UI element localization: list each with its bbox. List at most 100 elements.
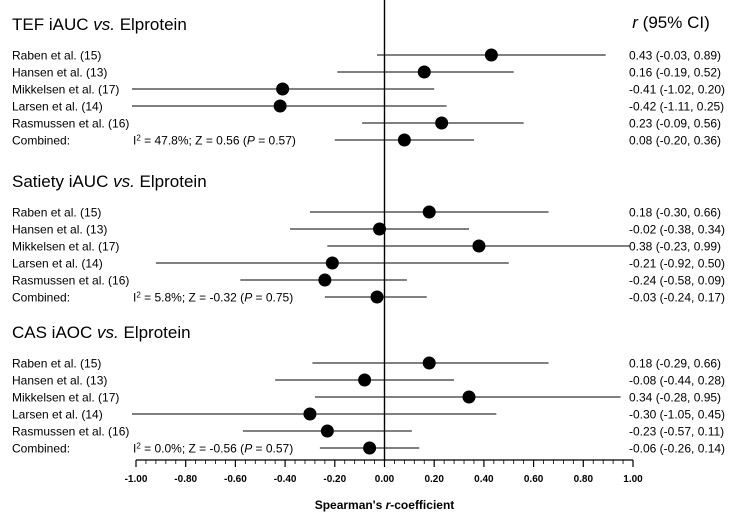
- study-label: Raben et al. (15): [12, 357, 101, 371]
- ci-value-label: -0.42 (-1.11, 0.25): [629, 100, 724, 114]
- ci-value-label: -0.03 (-0.24, 0.17): [629, 291, 725, 305]
- study-label: Hansen et al. (13): [12, 223, 107, 237]
- panel-title-outcome: CAS iAOC: [12, 323, 97, 342]
- x-axis-title-symbol: r: [386, 498, 392, 512]
- stat-values: = 47.8%; Z = 0.56 (: [141, 134, 247, 148]
- p-symbol: P: [247, 134, 255, 148]
- point-estimate-marker: [370, 290, 384, 304]
- combined-label: Combined:: [12, 134, 70, 148]
- p-value: = 0.57): [252, 442, 293, 456]
- x-axis-tick-label: -0.40: [274, 474, 297, 485]
- ci-value-label: -0.06 (-0.26, 0.14): [629, 442, 725, 456]
- study-label: Larsen et al. (14): [12, 257, 103, 271]
- ci-value-label: -0.02 (-0.38, 0.34): [629, 223, 725, 237]
- ci-value-label: 0.16 (-0.19, 0.52): [629, 66, 721, 80]
- study-label: Larsen et al. (14): [12, 100, 103, 114]
- study-label: Rasmussen et al. (16): [12, 117, 129, 131]
- point-estimate-marker: [397, 133, 411, 147]
- panel-title: CAS iAOC vs. Elprotein: [12, 323, 191, 342]
- ci-value-label: -0.41 (-1.02, 0.20): [629, 83, 725, 97]
- point-estimate-marker: [325, 256, 339, 270]
- i2-superscript: 2: [136, 441, 141, 450]
- panel-title-vs: vs.: [97, 323, 119, 342]
- point-estimate-marker: [373, 222, 387, 236]
- x-axis-tick-label: -0.80: [174, 474, 197, 485]
- point-estimate-marker: [422, 356, 436, 370]
- p-value: = 0.57): [255, 134, 296, 148]
- panel-title-exposure: Elprotein: [119, 323, 191, 342]
- ci-value-label: 0.43 (-0.03, 0.89): [629, 49, 721, 63]
- ci-value-label: -0.30 (-1.05, 0.45): [629, 408, 725, 422]
- x-axis-tick-label: 0.20: [424, 474, 444, 485]
- study-label: Hansen et al. (13): [12, 374, 107, 388]
- ci-value-label: 0.18 (-0.29, 0.66): [629, 357, 721, 371]
- panel-title: TEF iAUC vs. Elprotein: [12, 15, 187, 34]
- point-estimate-marker: [484, 48, 498, 62]
- ci-value-label: 0.18 (-0.30, 0.66): [629, 206, 721, 220]
- i2-symbol: I: [133, 134, 136, 148]
- panel-title-exposure: Elprotein: [115, 15, 187, 34]
- p-symbol: P: [244, 442, 252, 456]
- point-estimate-marker: [417, 65, 431, 79]
- panel-title-vs: vs.: [93, 15, 115, 34]
- ci-value-label: 0.08 (-0.20, 0.36): [629, 134, 721, 148]
- point-estimate-marker: [303, 407, 317, 421]
- x-axis-tick-label: -1.00: [125, 474, 148, 485]
- panel-title-vs: vs.: [113, 172, 135, 191]
- ci-value-label: -0.24 (-0.58, 0.09): [629, 274, 725, 288]
- ci-header-r-symbol: r: [632, 13, 639, 32]
- ci-header-label: (95% CI): [638, 13, 710, 32]
- study-label: Rasmussen et al. (16): [12, 425, 129, 439]
- stat-values: = 0.0%; Z = -0.56 (: [141, 442, 244, 456]
- point-estimate-marker: [462, 390, 476, 404]
- point-estimate-marker: [318, 273, 332, 287]
- panel-title-exposure: Elprotein: [135, 172, 207, 191]
- ci-column-header: r (95% CI): [632, 13, 709, 32]
- study-label: Larsen et al. (14): [12, 408, 103, 422]
- study-label: Hansen et al. (13): [12, 66, 107, 80]
- i2-symbol: I: [133, 291, 136, 305]
- x-axis-tick-label: 1.00: [623, 474, 643, 485]
- x-axis-title-prefix: Spearman's: [315, 498, 386, 512]
- point-estimate-marker: [363, 441, 377, 455]
- heterogeneity-statistics: I2 = 0.0%; Z = -0.56 (P = 0.57): [133, 441, 293, 456]
- x-axis-tick-label: 0.00: [375, 474, 395, 485]
- x-axis-tick-label: -0.20: [323, 474, 346, 485]
- x-axis-tick-label: 0.40: [474, 474, 494, 485]
- study-label: Mikkelsen et al. (17): [12, 240, 119, 254]
- heterogeneity-statistics: I2 = 5.8%; Z = -0.32 (P = 0.75): [133, 290, 293, 305]
- study-label: Raben et al. (15): [12, 206, 101, 220]
- combined-label: Combined:: [12, 442, 70, 456]
- i2-symbol: I: [133, 442, 136, 456]
- ci-value-label: -0.23 (-0.57, 0.11): [629, 425, 724, 439]
- study-label: Raben et al. (15): [12, 49, 101, 63]
- point-estimate-marker: [276, 82, 290, 96]
- combined-label: Combined:: [12, 291, 70, 305]
- study-label: Mikkelsen et al. (17): [12, 391, 119, 405]
- study-label: Rasmussen et al. (16): [12, 274, 129, 288]
- point-estimate-marker: [472, 239, 486, 253]
- panel-title: Satiety iAUC vs. Elprotein: [12, 172, 207, 191]
- p-value: = 0.75): [252, 291, 293, 305]
- point-estimate-marker: [422, 205, 436, 219]
- ci-value-label: -0.08 (-0.44, 0.28): [629, 374, 725, 388]
- point-estimate-marker: [320, 424, 334, 438]
- p-symbol: P: [244, 291, 252, 305]
- heterogeneity-statistics: I2 = 47.8%; Z = 0.56 (P = 0.57): [133, 133, 296, 148]
- ci-value-label: 0.23 (-0.09, 0.56): [629, 117, 721, 131]
- x-axis-tick-label: 0.80: [574, 474, 594, 485]
- x-axis-tick-label: -0.60: [224, 474, 247, 485]
- point-estimate-marker: [435, 116, 449, 130]
- x-axis-tick-label: 0.60: [524, 474, 544, 485]
- ci-value-label: 0.38 (-0.23, 0.99): [629, 240, 721, 254]
- panel-title-outcome: Satiety iAUC: [12, 172, 113, 191]
- i2-superscript: 2: [136, 133, 141, 142]
- point-estimate-marker: [358, 373, 372, 387]
- x-axis-title-suffix: -coefficient: [390, 498, 454, 512]
- x-axis-title: Spearman's r-coefficient: [315, 498, 455, 512]
- point-estimate-marker: [273, 99, 287, 113]
- stat-values: = 5.8%; Z = -0.32 (: [141, 291, 244, 305]
- study-label: Mikkelsen et al. (17): [12, 83, 119, 97]
